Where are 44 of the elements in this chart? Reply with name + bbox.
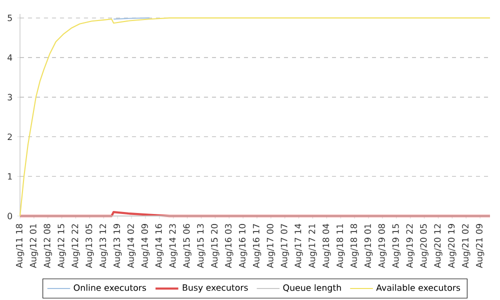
legend-label: Busy executors <box>182 284 248 292</box>
x-tick-label: Aug/15 06 <box>183 224 192 268</box>
x-tick-label: Aug/14 09 <box>141 224 150 268</box>
y-tick-label: 3 <box>8 94 12 100</box>
x-tick-label: Aug/17 00 <box>266 224 276 268</box>
x-tick-label: Aug/14 16 <box>155 224 164 268</box>
x-tick-label: Aug/18 18 <box>350 224 359 268</box>
x-tick-label: Aug/20 05 <box>420 224 428 268</box>
x-tick-label: Aug/18 11 <box>336 224 345 268</box>
y-tick-label: 1 <box>8 173 12 180</box>
legend-label: Available executors <box>376 284 460 291</box>
y-tick-label: 4 <box>8 54 12 61</box>
x-tick-label: Aug/17 07 <box>280 224 289 268</box>
legend-label: Online executors <box>74 284 146 291</box>
x-tick-label: Aug/14 02 <box>127 224 136 268</box>
x-tick-label: Aug/19 15 <box>392 224 401 268</box>
x-tick-label: Aug/19 01 <box>364 224 373 268</box>
x-tick-label: Aug/17 14 <box>294 224 303 268</box>
x-tick-label: Aug/19 22 <box>406 224 414 268</box>
x-tick-label: Aug/21 09 <box>476 224 484 268</box>
x-tick-label: Aug/20 19 <box>448 224 456 268</box>
x-tick-label: Aug/18 04 <box>322 224 331 268</box>
x-tick-label: Aug/17 21 <box>308 224 317 268</box>
x-tick-label: Aug/21 02 <box>462 224 470 268</box>
y-tick-label: 2 <box>8 134 12 140</box>
x-tick-label: Aug/20 12 <box>434 224 442 268</box>
x-tick-label: Aug/15 13 <box>197 224 206 268</box>
x-tick-label: Aug/16 10 <box>238 224 248 268</box>
x-tick-label: Aug/16 03 <box>225 224 234 268</box>
y-tick-label: 0 <box>8 212 12 220</box>
x-tick-label: Aug/14 23 <box>169 224 178 268</box>
x-tick-label: Aug/15 20 <box>211 224 220 268</box>
x-tick-label: Aug/12 01 <box>30 224 38 268</box>
x-tick-label: Aug/12 22 <box>72 224 80 268</box>
y-tick-label: 5 <box>8 14 12 22</box>
x-tick-label: Aug/13 05 <box>86 224 94 268</box>
x-tick-label: Aug/11 18 <box>16 224 24 268</box>
x-tick-label: Aug/13 19 <box>113 224 122 268</box>
x-tick-label: Aug/13 12 <box>100 224 108 268</box>
legend-label: Queue length <box>283 284 341 293</box>
x-tick-label: Aug/19 08 <box>378 224 387 268</box>
x-tick-label: Aug/12 08 <box>44 224 52 268</box>
x-tick-label: Aug/12 15 <box>58 224 66 268</box>
x-tick-label: Aug/16 17 <box>252 224 262 268</box>
